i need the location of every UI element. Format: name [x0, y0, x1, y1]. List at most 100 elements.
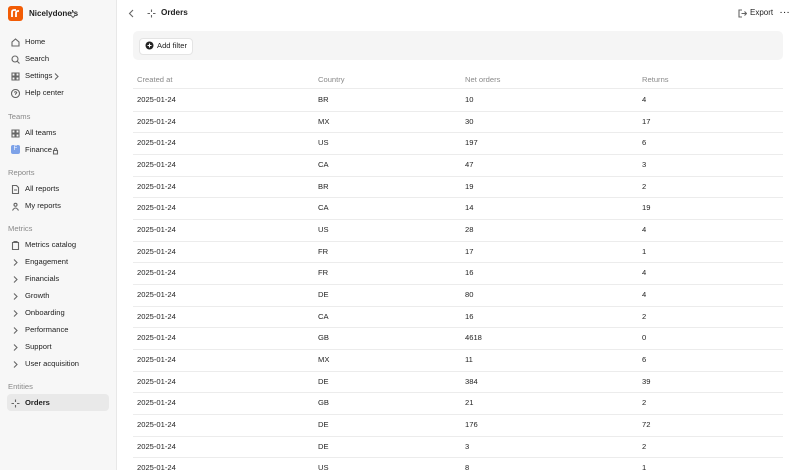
table-cell: 1: [642, 246, 647, 256]
nav-item[interactable]: Performance: [25, 325, 69, 334]
add-filter-label[interactable]: Add filter: [157, 41, 187, 50]
table-cell: 2025-01-24: [137, 116, 176, 126]
nav-item[interactable]: User acquisition: [25, 359, 80, 368]
table-cell: 28: [465, 225, 474, 235]
column-header[interactable]: Created at: [137, 75, 173, 84]
table-cell: FR: [318, 246, 329, 256]
table-cell: 3: [465, 441, 470, 451]
table-cell: 8: [465, 463, 470, 470]
workspace-switch-icon[interactable]: [69, 10, 78, 19]
table-cell: US: [318, 463, 329, 470]
row-divider: [133, 240, 783, 242]
section-title: Teams: [8, 112, 31, 121]
table-cell: DE: [318, 420, 329, 430]
table-cell: BR: [318, 95, 329, 104]
add-filter-icon[interactable]: [145, 41, 154, 50]
table-cell: 2025-01-24: [137, 290, 176, 300]
table-cell: 39: [642, 376, 651, 386]
nav-icon: [13, 309, 18, 317]
row-divider: [133, 175, 783, 177]
nav-icon: [11, 71, 20, 81]
table-cell: 2025-01-24: [137, 138, 176, 148]
nav-item[interactable]: Finance: [25, 145, 53, 154]
table-cell: 80: [465, 290, 474, 300]
row-divider: [133, 413, 783, 415]
nav-item[interactable]: Search: [25, 54, 50, 63]
nav-icon: [13, 343, 18, 351]
table-cell: GB: [318, 333, 329, 343]
nav-icon: [13, 326, 18, 334]
nav-icon: [13, 275, 18, 283]
entity-icon: [147, 9, 156, 18]
table-cell: 2025-01-24: [137, 376, 176, 386]
add-filter-button[interactable]: [139, 38, 193, 55]
nav-item[interactable]: Support: [25, 342, 52, 351]
nav-item[interactable]: Engagement: [25, 257, 69, 266]
nav-item[interactable]: All teams: [25, 128, 57, 137]
table-cell: 197: [465, 138, 478, 148]
filter-bar: [133, 31, 783, 60]
section-title: Metrics: [8, 224, 33, 233]
column-header[interactable]: Returns: [642, 75, 669, 84]
nav-item[interactable]: Growth: [25, 291, 50, 300]
export-icon[interactable]: [738, 9, 747, 18]
logo-glyph: [11, 9, 19, 17]
nav-item[interactable]: Onboarding: [25, 308, 65, 317]
table-cell: BR: [318, 181, 329, 191]
header-divider: [133, 88, 783, 89]
table-cell: DE: [318, 290, 329, 300]
table-cell: 2025-01-24: [137, 160, 176, 169]
back-button[interactable]: [127, 9, 136, 18]
nav-icon: [12, 202, 19, 211]
nav-icon: [13, 258, 18, 266]
row-divider: [133, 283, 783, 285]
table-cell: 2025-01-24: [137, 225, 176, 235]
row-divider: [133, 457, 783, 459]
column-header[interactable]: Country: [318, 75, 345, 84]
row-divider: [133, 348, 783, 350]
row-divider: [133, 305, 783, 307]
section-title: Entities: [8, 382, 33, 391]
nav-item[interactable]: All reports: [25, 184, 60, 193]
table-cell: US: [318, 138, 329, 148]
nav-icon: [11, 240, 20, 250]
more-menu[interactable]: ···: [780, 8, 791, 17]
workspace-name[interactable]: Nicelydone's: [29, 9, 79, 18]
table-cell: 6: [642, 355, 647, 365]
nav-item[interactable]: Home: [25, 37, 46, 46]
table-cell: 19: [642, 203, 651, 213]
nav-item[interactable]: Metrics catalog: [25, 240, 77, 249]
nav-item[interactable]: Financials: [25, 274, 60, 283]
table-cell: DE: [318, 376, 329, 386]
table-cell: 21: [465, 398, 474, 408]
row-divider: [133, 370, 783, 372]
table-cell: MX: [318, 116, 330, 126]
table-cell: 17: [465, 246, 474, 256]
nav-item[interactable]: Help center: [25, 88, 64, 97]
table-cell: 2025-01-24: [137, 355, 176, 365]
row-divider: [133, 327, 783, 329]
table-cell: CA: [318, 160, 329, 169]
table-cell: 4: [642, 95, 647, 104]
team-badge: F: [11, 145, 20, 154]
nav-icon: [11, 37, 20, 47]
nav-icon: [13, 360, 18, 368]
page-title: Orders: [161, 8, 188, 17]
table-cell: 30: [465, 116, 474, 126]
table-cell: 72: [642, 420, 651, 430]
workspace-logo: [8, 6, 23, 21]
nav-item[interactable]: Orders: [25, 398, 50, 407]
table-cell: 176: [465, 420, 478, 430]
export-button[interactable]: Export: [750, 8, 774, 17]
column-header[interactable]: Net orders: [465, 75, 501, 84]
table-cell: CA: [318, 203, 329, 213]
table-cell: GB: [318, 398, 329, 408]
nav-item[interactable]: My reports: [25, 201, 61, 210]
table-cell: 2025-01-24: [137, 181, 176, 191]
table-cell: 2025-01-24: [137, 95, 176, 104]
table-cell: 6: [642, 138, 647, 148]
table-cell: 1: [642, 463, 647, 470]
row-divider: [133, 392, 783, 394]
nav-item[interactable]: Settings: [25, 71, 53, 80]
section-title: Reports: [8, 168, 35, 177]
